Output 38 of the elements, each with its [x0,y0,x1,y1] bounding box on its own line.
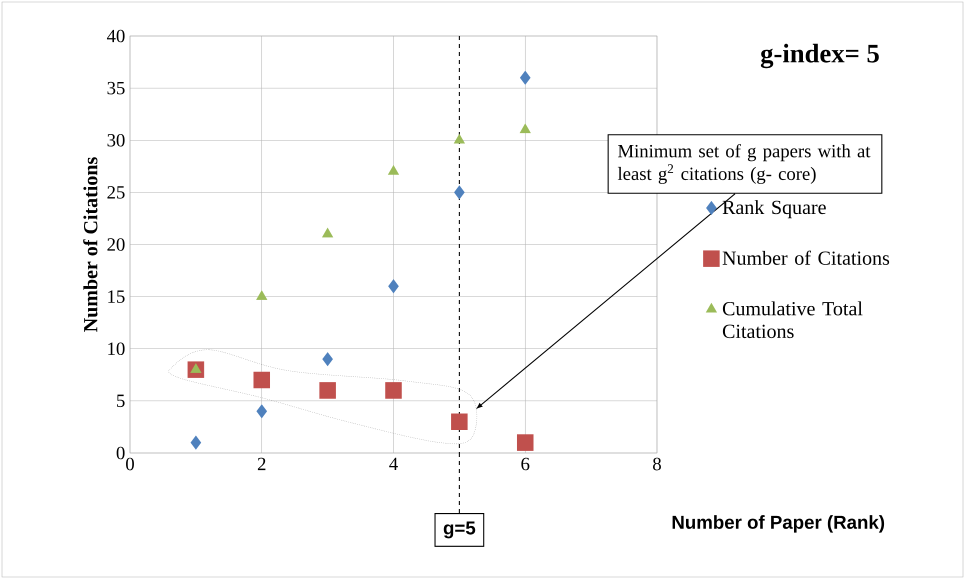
y-tick-label: 30 [108,134,125,147]
x-tick-label: 4 [389,458,398,470]
point [388,279,399,294]
annotation: Minimum set of g papers with at least g$^{2}$ citations (g- core) [618,144,870,184]
y-tick-label: 5 [117,394,125,408]
y-tick-label: 35 [108,82,125,94]
y-tick-label: 0 [116,446,125,460]
point [451,413,468,430]
x-axis-title: Number of Paper (Rank) [672,515,884,533]
y-tick-label: 10 [108,342,125,356]
text: g-index= 5 [760,44,879,68]
point [520,124,531,134]
point [388,165,399,175]
point [319,382,336,399]
point [256,404,268,418]
x-tick-label: 2 [258,458,266,470]
x-tick-label: 0 [126,458,134,470]
x-tick-label: 6 [521,458,530,470]
point [322,228,334,238]
point [190,363,202,373]
y-tick-label: 20 [107,238,125,251]
point [454,185,465,200]
y-tick-label: 25 [107,186,125,199]
legend-label: Rank Square [722,200,826,218]
point [516,434,534,451]
y-tick-label: 15 [108,290,125,303]
point [322,352,333,366]
ref-line-label: g=5 [444,522,476,538]
legend-label: Number of Citations [722,250,890,265]
y-tick-label: 40 [106,30,125,42]
point [385,382,402,399]
point [190,436,202,450]
legend-label: Cumulative Total Citations [722,301,863,338]
point [253,372,270,388]
y-axis-title: Number of Citations [83,157,98,332]
x-tick-label: 8 [653,458,661,470]
point [454,134,465,144]
point [256,290,268,300]
